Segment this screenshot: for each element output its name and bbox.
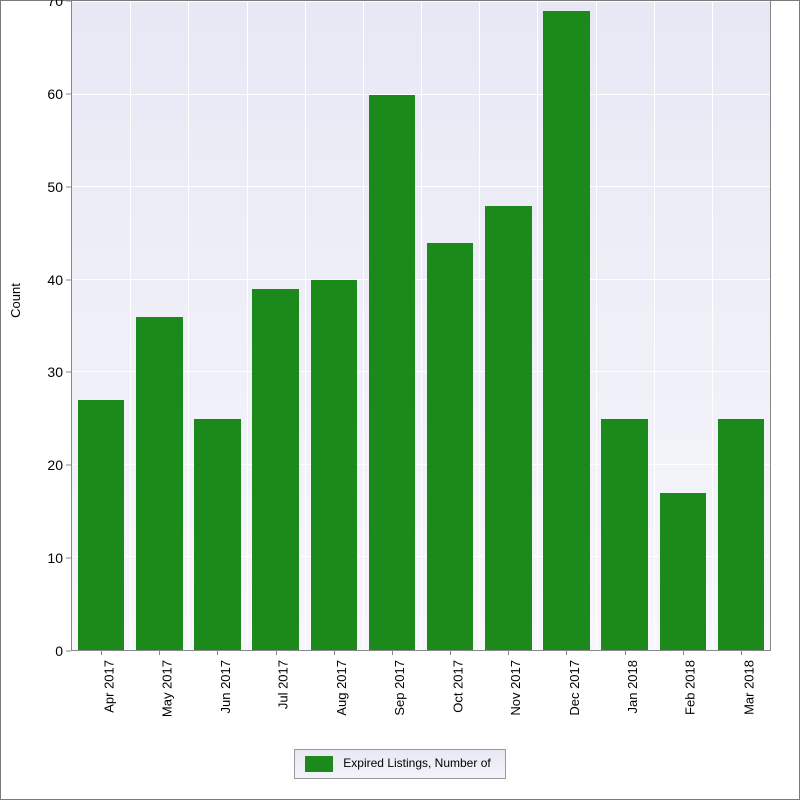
bar-slot	[479, 2, 537, 650]
bar-slot	[596, 2, 654, 650]
x-label-slot: Sep 2017	[363, 650, 421, 720]
x-tick-mark	[741, 650, 742, 655]
x-label-slot: Aug 2017	[305, 650, 363, 720]
legend-swatch	[305, 756, 333, 772]
bar	[369, 95, 416, 650]
y-tick-label: 10	[47, 550, 63, 566]
x-label-slot: Jan 2018	[596, 650, 654, 720]
bar-slot	[537, 2, 595, 650]
bar	[78, 400, 125, 650]
x-tick-mark	[683, 650, 684, 655]
bars	[72, 2, 770, 650]
bar	[194, 419, 241, 650]
bar	[660, 493, 707, 650]
x-tick-mark	[334, 650, 335, 655]
x-label-slot: May 2017	[130, 650, 188, 720]
bar	[485, 206, 532, 650]
y-tick-label: 50	[47, 179, 63, 195]
chart-area: Apr 2017May 2017Jun 2017Jul 2017Aug 2017…	[71, 1, 771, 651]
x-label-slot: Jul 2017	[247, 650, 305, 720]
y-tick-label: 30	[47, 364, 63, 380]
x-tick-mark	[276, 650, 277, 655]
bar-slot	[654, 2, 712, 650]
bar	[252, 289, 299, 650]
x-tick-mark	[566, 650, 567, 655]
y-tick-label: 70	[47, 0, 63, 9]
bar	[543, 11, 590, 650]
chart-container: Count 010203040506070 Apr 2017May 2017Ju…	[0, 0, 800, 800]
y-tick-label: 0	[55, 643, 63, 659]
x-label-slot: Jun 2017	[188, 650, 246, 720]
x-tick-mark	[217, 650, 218, 655]
bar-slot	[130, 2, 188, 650]
legend: Expired Listings, Number of	[294, 749, 505, 779]
legend-wrap: Expired Listings, Number of	[1, 739, 799, 799]
bar	[718, 419, 765, 650]
bar	[427, 243, 474, 650]
bar-slot	[305, 2, 363, 650]
x-tick-mark	[508, 650, 509, 655]
bar-slot	[421, 2, 479, 650]
y-tick-label: 40	[47, 272, 63, 288]
plot-region: Count 010203040506070 Apr 2017May 2017Ju…	[1, 1, 799, 669]
x-tick-mark	[159, 650, 160, 655]
bar	[601, 419, 648, 650]
x-label-slot: Mar 2018	[712, 650, 770, 720]
bar	[311, 280, 358, 650]
x-tick-mark	[625, 650, 626, 655]
x-label-slot: Nov 2017	[479, 650, 537, 720]
x-tick-mark	[101, 650, 102, 655]
y-tick-label: 60	[47, 86, 63, 102]
x-label-slot: Oct 2017	[421, 650, 479, 720]
y-tick-label: 20	[47, 457, 63, 473]
bar-slot	[363, 2, 421, 650]
x-axis-labels: Apr 2017May 2017Jun 2017Jul 2017Aug 2017…	[72, 650, 770, 720]
bar-slot	[188, 2, 246, 650]
x-label-slot: Dec 2017	[537, 650, 595, 720]
x-label-slot: Apr 2017	[72, 650, 130, 720]
bar	[136, 317, 183, 650]
y-axis-ticks: 010203040506070	[1, 1, 71, 651]
x-label-slot: Feb 2018	[654, 650, 712, 720]
x-tick-label: Mar 2018	[741, 660, 800, 715]
bar-slot	[72, 2, 130, 650]
bar-slot	[247, 2, 305, 650]
bar-slot	[712, 2, 770, 650]
x-tick-mark	[450, 650, 451, 655]
legend-label: Expired Listings, Number of	[343, 757, 490, 771]
x-tick-mark	[392, 650, 393, 655]
